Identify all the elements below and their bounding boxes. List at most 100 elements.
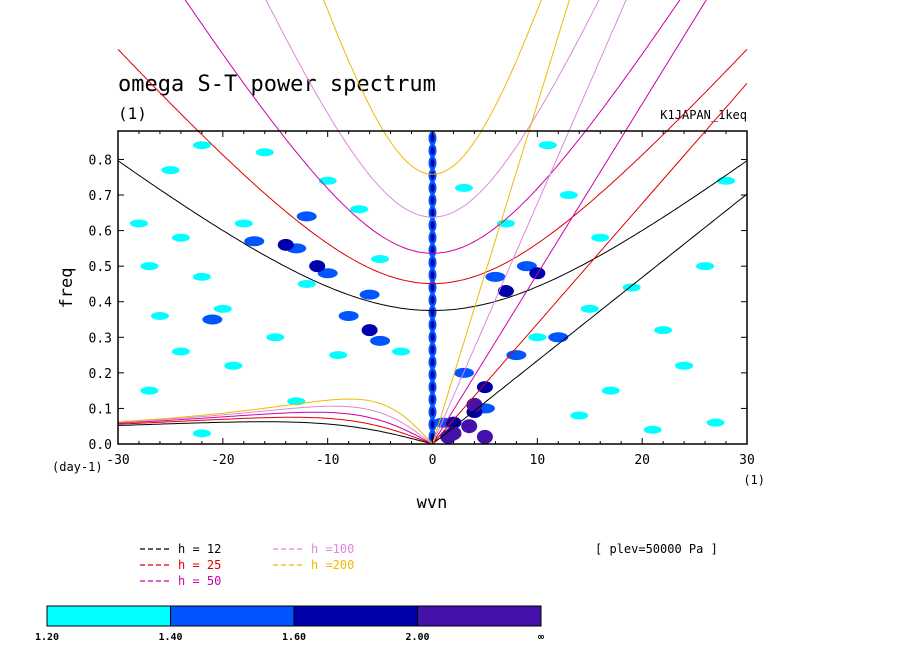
contour-patch-62 [461,419,478,434]
x-tick-label: 20 [634,453,650,468]
x-tick-label: -20 [211,453,234,468]
contour-patch-44 [338,310,359,321]
contour-patch-9 [213,304,232,313]
contour-patch-6 [140,262,159,271]
y-tick-label: 0.1 [89,402,112,417]
gravity-curve-h100 [265,0,600,218]
zonal-mean-core [430,333,435,342]
colorbar-label: 2.00 [405,632,429,643]
zonal-mean-core [430,370,435,379]
contour-patch-21 [192,429,211,438]
colorbar-swatch [417,605,542,627]
contour-patch-40 [296,211,317,222]
zonal-mean-core [430,432,435,441]
contour-patch-56 [497,285,514,298]
gravity-curve-h12 [117,160,748,311]
zonal-mean-core [430,295,435,304]
contour-patch-2 [255,148,274,157]
zonal-mean-core [430,345,435,354]
contour-patch-11 [140,386,159,395]
contour-patch-8 [150,311,169,320]
contour-patch-46 [485,271,506,282]
kelvin-curve-h12 [432,193,748,444]
zonal-mean-core [430,420,435,429]
zonal-mean-core [430,171,435,180]
contour-patch-0 [161,166,180,175]
contour-patch-33 [570,411,589,420]
y-tick-label: 0.8 [89,153,112,168]
contour-patch-18 [392,347,411,356]
contour-patch-26 [591,233,610,242]
zonal-mean-core [430,183,435,192]
contour-patch-34 [643,425,662,434]
contour-patch-45 [202,314,223,325]
rossby-curve-h100 [117,405,433,444]
zonal-mean-core [430,358,435,367]
contour-patch-41 [317,268,338,279]
colorbar-label: 1.40 [158,632,182,643]
contour-patch-1 [192,141,211,150]
contour-patch-51 [506,350,527,361]
contour-patch-59 [445,416,462,429]
zonal-mean-core [430,283,435,292]
zonal-mean-core [430,196,435,205]
contour-patch-17 [371,255,390,264]
zonal-mean-core [430,271,435,280]
rossby-curve-h50 [117,411,433,444]
colorbar-label: ∞ [538,632,544,643]
x-tick-label: 0 [429,453,437,468]
x-tick-label: -30 [106,453,129,468]
x-tick-label: 10 [530,453,546,468]
y-tick-label: 0.4 [89,296,113,311]
legend-label: h = 25 [178,558,221,572]
kelvin-curve-h25 [432,82,748,444]
contour-patch-32 [601,386,620,395]
dispersion-curves [117,0,748,444]
contour-patch-54 [309,260,326,273]
contour-patch-65 [440,429,457,444]
rossby-curve-h25 [117,416,433,444]
zonal-mean-core [430,208,435,217]
zonal-mean-core [430,134,435,143]
kelvin-curve-h50 [432,0,707,444]
y-tick-label: 0.6 [89,225,112,240]
y-tick-label: 0.3 [89,331,112,346]
x-unit-label: (1) [743,473,765,487]
colorbar-label: 1.20 [35,632,59,643]
y-tick-label: 0.5 [89,260,112,275]
contour-patch-19 [329,351,348,360]
zonal-mean-core [430,383,435,392]
contour-patch-35 [706,418,725,427]
contour-patch-63 [466,397,483,412]
contour-patch-47 [516,261,537,272]
contour-patch-55 [361,324,378,337]
colorbar-swatch [170,605,295,627]
zonal-mean-core [430,146,435,155]
contour-patch-24 [538,141,557,150]
gravity-curve-h50 [184,0,681,254]
colorbar-swatch [46,605,171,627]
y-tick-label: 0.2 [89,367,112,382]
contour-patch-29 [696,262,715,271]
chart-subtitle: (1) [118,104,147,123]
power-contours [129,131,736,444]
y-tick-label: 0.7 [89,189,112,204]
x-tick-label: -10 [316,453,339,468]
rossby-curve-h12 [117,421,433,444]
kelvin-curve-h200 [432,0,570,444]
x-axis-label: wvn [417,493,448,513]
contour-patch-12 [224,361,243,370]
y-axis-label: freq [57,268,77,309]
plev-label: [ plev=50000 Pa ] [595,542,718,556]
axis-ticks: -30 -20 -10 0 10 20 30 0.0 0.1 0.2 0.3 0.4 0.5 0.6 0.7… [89,131,755,468]
contour-patch-10 [171,347,190,356]
contour-patch-22 [454,183,473,192]
contour-patch-13 [266,333,285,342]
gravity-curve-h25 [117,48,748,285]
contour-patch-30 [717,176,736,185]
run-label: K1JAPAN_1keq [660,108,747,122]
contour-patch-36 [528,333,547,342]
contour-patch-37 [580,304,599,313]
contour-patch-14 [297,279,316,288]
